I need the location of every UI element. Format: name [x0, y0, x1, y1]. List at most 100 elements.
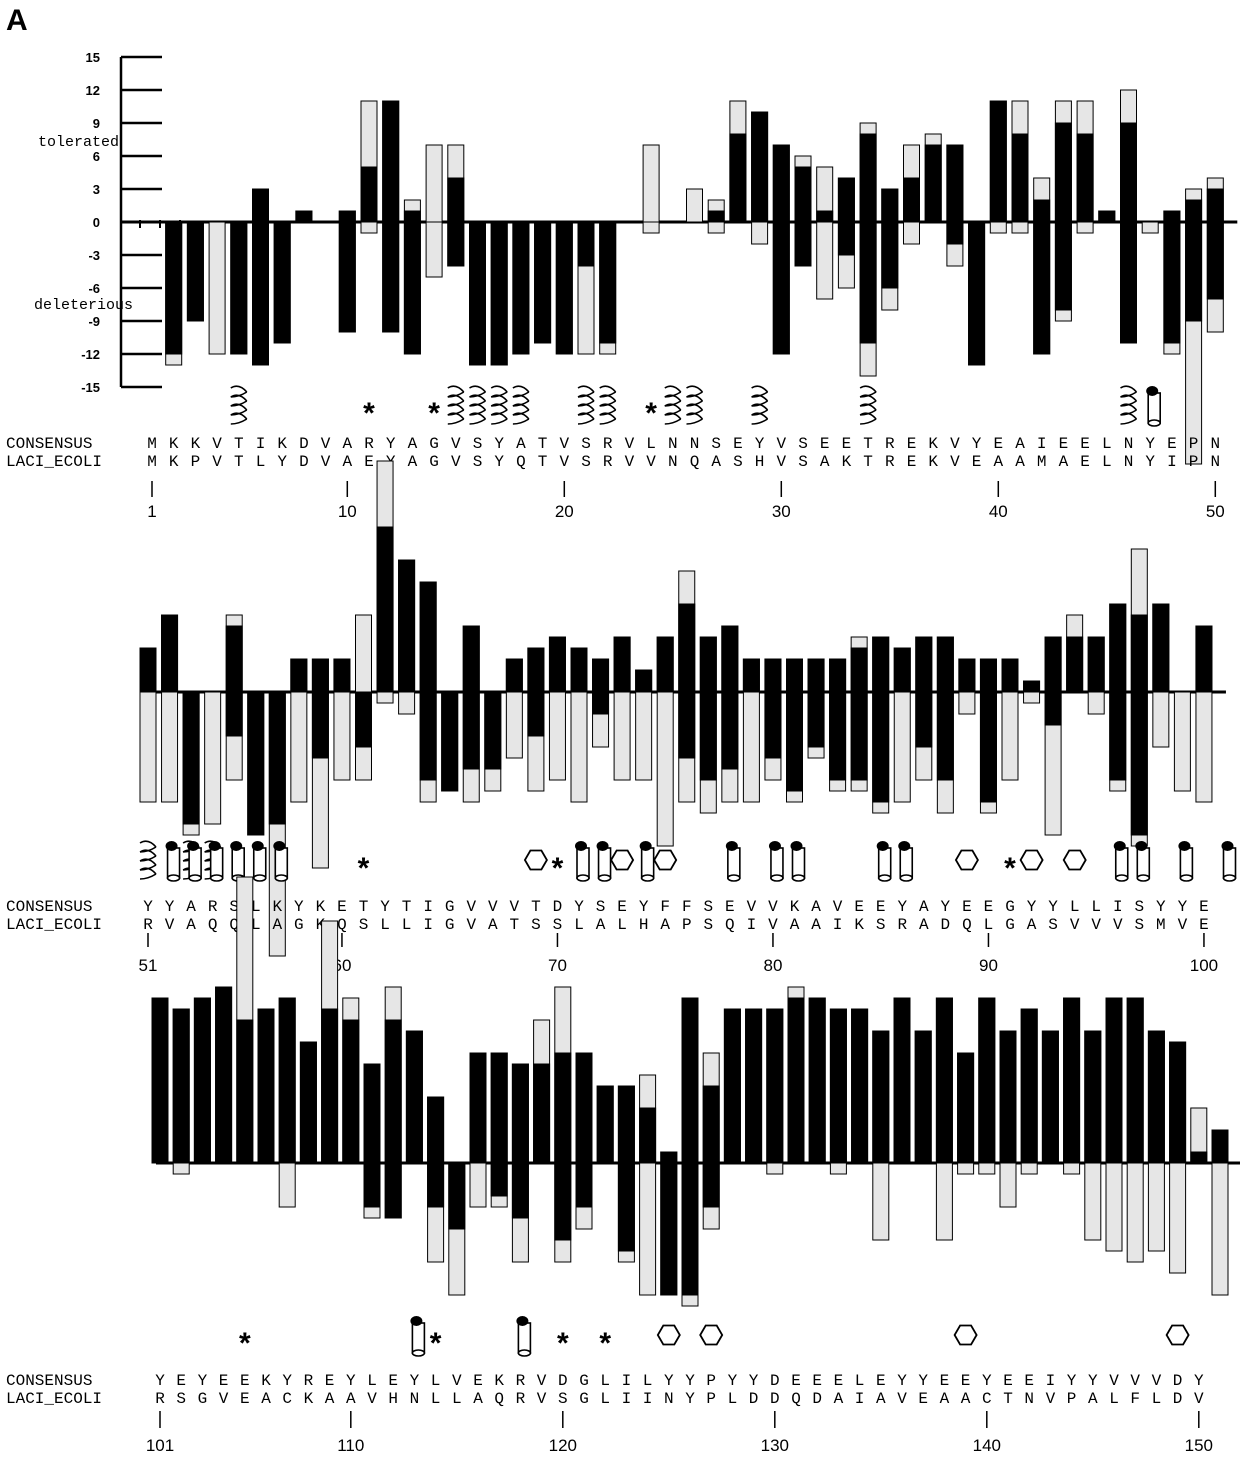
consensus-residue: V [537, 1372, 547, 1390]
cylinder-base [411, 1349, 426, 1357]
cylinder-top [725, 841, 738, 851]
bar-light-down [642, 221, 660, 234]
position-label: 50 [1206, 502, 1225, 521]
bar-residue-31 [794, 155, 812, 267]
laci-residue: T [234, 453, 244, 471]
helix-stroke [490, 412, 508, 420]
laci-residue: A [408, 453, 418, 471]
bar-residue-4 [208, 221, 226, 355]
bar-dark-down [577, 221, 595, 267]
consensus-residue: E [733, 435, 743, 453]
bar-residue-108 [299, 1041, 317, 1164]
bar-light-down [204, 691, 222, 825]
consensus-residue: Y [346, 1372, 356, 1390]
consensus-residue: E [337, 898, 347, 916]
laci-residue: S [558, 1390, 568, 1408]
bar-residue-35 [881, 188, 899, 311]
strand-cylinder-icon [1178, 841, 1194, 882]
consensus-residue: N [1124, 435, 1134, 453]
bar-residue-93 [1044, 636, 1062, 836]
consensus-residue: G [429, 435, 439, 453]
cylinder-base [1179, 874, 1194, 882]
star-marker: * [358, 852, 370, 885]
bar-dark-up [338, 210, 356, 223]
bar-residue-100 [1195, 625, 1213, 803]
bar-light-down [469, 1162, 487, 1208]
consensus-residue: V [510, 898, 520, 916]
bar-dark-up [570, 647, 588, 693]
bar-residue-77 [699, 636, 717, 814]
helix-stroke [469, 385, 487, 393]
hexagon-icon [699, 1324, 724, 1346]
consensus-residue: E [876, 1372, 886, 1390]
bar-dark-up [554, 1052, 572, 1164]
bar-residue-40 [989, 100, 1007, 234]
laci-residue: V [1070, 916, 1080, 934]
bar-dark-up [764, 658, 782, 693]
laci-residue: Q [494, 1390, 504, 1408]
bar-light-down [893, 691, 911, 803]
bar-residue-3 [186, 221, 204, 322]
cylinder-top [898, 841, 911, 851]
panel-label: A [6, 4, 28, 37]
laci-residue: T [863, 453, 873, 471]
helix-stroke [664, 403, 682, 411]
position-label: 10 [338, 502, 357, 521]
hexagon-icon [1062, 849, 1087, 871]
y-tick-label: 9 [93, 116, 100, 131]
consensus-residue: E [240, 1372, 250, 1390]
consensus-residue: E [1199, 898, 1209, 916]
consensus-residue: R [603, 435, 613, 453]
bar-light-down [958, 691, 976, 715]
helix-stroke [447, 394, 465, 402]
bar-dark-up [639, 1107, 657, 1164]
bar-residue-109 [321, 920, 339, 1164]
bar-dark-down [419, 691, 437, 781]
bar-dark-up [193, 997, 211, 1164]
laci-residue: D [1173, 1390, 1183, 1408]
laci-residue: V [1091, 916, 1101, 934]
cylinder-body [1136, 847, 1151, 879]
position-label: 101 [146, 1436, 174, 1455]
laci-residue: A [790, 916, 800, 934]
consensus-residue: S [473, 435, 483, 453]
bar-dark-up [299, 1041, 317, 1164]
laci-residue: N [664, 1390, 674, 1408]
laci-residue: A [834, 1390, 844, 1408]
bar-light-down [1084, 1162, 1102, 1241]
bar-dark-down [859, 221, 877, 344]
bar-dark-up [660, 1151, 678, 1164]
bar-dark-up [236, 1019, 254, 1164]
consensus-residue: L [367, 1372, 377, 1390]
consensus-residue: E [812, 1372, 822, 1390]
bar-residue-147 [1126, 997, 1144, 1263]
bar-dark-down [1109, 691, 1127, 781]
consensus-residue: R [885, 435, 895, 453]
bar-dark-down [1120, 221, 1137, 344]
laci-residue: Q [208, 916, 218, 934]
bar-dark-down [490, 1162, 508, 1197]
laci-residue: V [559, 453, 569, 471]
consensus-residue: E [876, 898, 886, 916]
bar-dark-up [321, 1008, 339, 1164]
position-label: 150 [1185, 1436, 1213, 1455]
bar-dark-up [816, 210, 834, 223]
bar-residue-53 [182, 691, 200, 836]
bar-dark-up [548, 636, 566, 693]
bar-light-down [816, 221, 834, 300]
consensus-residue: E [325, 1372, 335, 1390]
bar-residue-32 [816, 166, 834, 300]
laci-residue: H [388, 1390, 398, 1408]
sequence-block: CONSENSUS Y E Y E E K Y R E Y L E Y L V E K R V D G L I L Y Y P Y Y D E… [6, 1372, 1204, 1408]
consensus-residue: L [1102, 435, 1112, 453]
bar-residue-107 [278, 997, 296, 1208]
helix-stroke [230, 385, 248, 393]
bar-residue-121 [575, 1052, 593, 1230]
bar-residue-85 [872, 636, 890, 814]
consensus-residue: Y [294, 898, 304, 916]
bar-dark-down [1130, 691, 1148, 836]
cylinder-body [877, 847, 892, 879]
helix-stroke [664, 385, 682, 393]
consensus-residue: V [747, 898, 757, 916]
bar-dark-down [338, 221, 356, 333]
